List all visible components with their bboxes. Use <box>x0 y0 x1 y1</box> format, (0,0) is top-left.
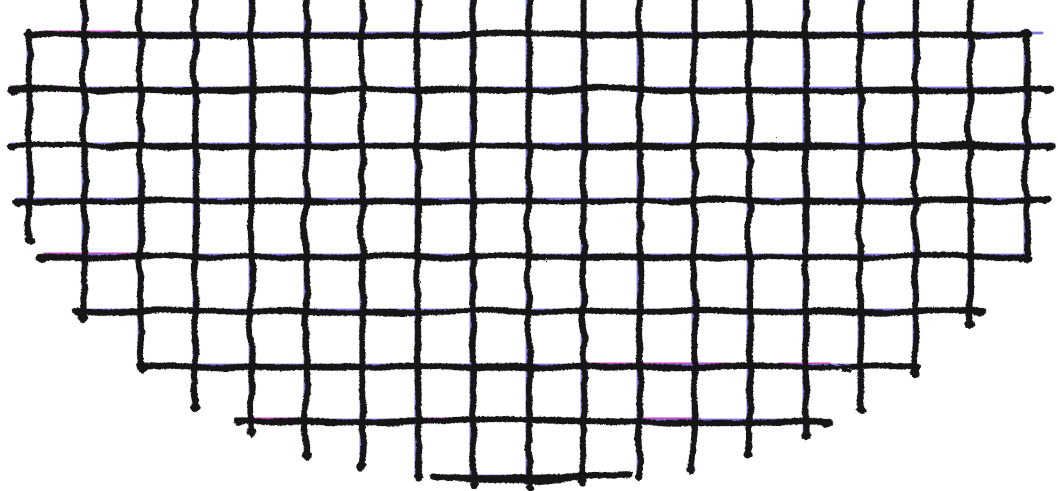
ink-dot-15 <box>688 464 698 472</box>
ink-dot-10 <box>411 472 421 480</box>
ink-dot-31 <box>1013 252 1023 260</box>
ink-dot-29 <box>1040 141 1052 149</box>
ink-dot-24 <box>35 251 47 261</box>
ink-dot-33 <box>908 362 920 372</box>
ink-dot-11 <box>466 478 476 486</box>
ink-dot-28 <box>1038 85 1050 93</box>
ink-dot-7 <box>245 426 255 434</box>
ink-dot-2 <box>1019 26 1031 36</box>
ink-dot-22 <box>4 141 16 149</box>
ink-dot-23 <box>11 195 23 205</box>
ink-dot-17 <box>798 429 810 437</box>
ink-dot-16 <box>743 448 753 456</box>
ink-dot-13 <box>577 478 587 486</box>
ink-dots-layer <box>4 26 1052 490</box>
ink-dot-12 <box>522 482 532 490</box>
ink-dot-0 <box>23 28 33 36</box>
bottom-cigar-stroke <box>429 472 629 482</box>
ink-dot-27 <box>231 416 243 426</box>
ink-dot-32 <box>972 306 984 316</box>
ink-dot-8 <box>300 449 310 457</box>
ink-dot-6 <box>188 401 200 409</box>
ink-dot-1 <box>22 235 34 243</box>
ink-dot-20 <box>963 320 975 328</box>
ink-dot-25 <box>73 306 85 316</box>
ink-lines-layer <box>3 0 1054 491</box>
ink-dot-26 <box>135 361 147 371</box>
ink-dot-14 <box>633 474 643 482</box>
ink-dot-34 <box>817 416 829 426</box>
ink-dot-18 <box>854 403 864 411</box>
ink-dot-30 <box>1037 195 1049 205</box>
ink-dot-9 <box>356 461 366 469</box>
ink-dot-21 <box>6 84 18 94</box>
